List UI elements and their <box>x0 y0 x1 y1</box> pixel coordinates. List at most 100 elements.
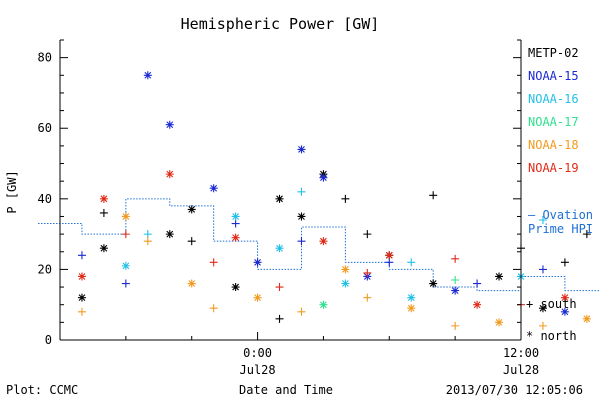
y-tick-label: 60 <box>38 121 52 135</box>
y-tick-label: 80 <box>38 51 52 65</box>
north-point <box>319 300 328 309</box>
south-point <box>407 258 416 267</box>
south-point <box>297 187 306 196</box>
south-point <box>538 265 547 274</box>
north-point <box>341 265 350 274</box>
north-point <box>165 170 174 179</box>
north-point <box>209 184 218 193</box>
south-point <box>582 230 591 239</box>
north-point <box>407 293 416 302</box>
north-point <box>77 293 86 302</box>
north-point <box>297 212 306 221</box>
south-point <box>363 268 372 277</box>
north-point <box>582 314 591 323</box>
south-point <box>473 279 482 288</box>
south-point <box>538 321 547 330</box>
south-point <box>363 230 372 239</box>
north-point <box>297 145 306 154</box>
x-tick-time-label: 0:00 <box>243 346 272 360</box>
north-point <box>341 279 350 288</box>
legend-entry: NOAA-19 <box>528 161 579 175</box>
north-point <box>253 258 262 267</box>
south-point <box>538 216 547 224</box>
north-point <box>187 279 196 288</box>
north-point <box>231 283 240 292</box>
plot-axes: 0204060800:00Jul2812:00Jul280:00Jul2912:… <box>38 39 539 377</box>
series-noaa-18 <box>77 212 591 330</box>
south-point <box>231 219 240 228</box>
north-point <box>253 293 262 302</box>
y-axis-label: P [GW] <box>5 170 19 213</box>
legend-ovation-label: – Ovation <box>528 208 593 222</box>
y-tick-label: 0 <box>45 333 52 347</box>
south-point <box>297 307 306 316</box>
plot-timestamp: 2013/07/30 12:05:06 <box>446 383 583 397</box>
south-point <box>363 293 372 302</box>
south-point <box>209 304 218 313</box>
north-point <box>275 244 284 253</box>
legend-entry: NOAA-15 <box>528 69 579 83</box>
south-point <box>77 251 86 260</box>
x-tick-time-label: 12:00 <box>503 346 539 360</box>
ovation-prime-trace <box>38 198 600 292</box>
south-point <box>385 258 394 267</box>
north-point <box>121 261 130 270</box>
series-noaa-19 <box>77 170 569 309</box>
chart-title: Hemispheric Power [GW] <box>181 15 380 33</box>
north-point <box>231 212 240 221</box>
x-tick-date-label: Jul28 <box>503 363 539 377</box>
south-point <box>143 230 152 239</box>
series-metp-02 <box>77 170 591 323</box>
south-point <box>560 258 569 267</box>
north-point <box>121 212 130 221</box>
north-point <box>99 244 108 253</box>
north-point <box>187 205 196 214</box>
data-points <box>77 71 591 330</box>
y-tick-label: 20 <box>38 262 52 276</box>
south-point <box>121 279 130 288</box>
ovation-prime-line <box>38 198 600 292</box>
north-point <box>429 279 438 288</box>
south-point <box>275 314 284 323</box>
north-point <box>451 286 460 295</box>
north-point <box>319 237 328 246</box>
north-point <box>495 272 504 281</box>
north-point <box>275 194 284 203</box>
north-point <box>165 230 174 239</box>
legend-marker-south: + south <box>526 297 577 311</box>
north-point <box>143 71 152 80</box>
south-point <box>451 276 460 284</box>
north-point <box>385 251 394 260</box>
north-point <box>407 304 416 313</box>
plot-credit: Plot: CCMC <box>6 383 78 397</box>
north-point <box>538 304 547 313</box>
north-point <box>560 307 569 316</box>
south-point <box>429 191 438 200</box>
south-point <box>99 208 108 217</box>
x-axis-label: Date and Time <box>239 383 333 397</box>
south-point <box>209 258 218 267</box>
legend-ovation-label: Prime HPI <box>528 222 593 236</box>
north-point <box>165 120 174 129</box>
south-point <box>121 230 130 239</box>
north-point <box>231 233 240 242</box>
south-point <box>143 237 152 246</box>
north-point <box>99 194 108 203</box>
south-point <box>297 237 306 246</box>
north-point <box>319 173 328 182</box>
series-noaa-15 <box>77 71 569 316</box>
north-point <box>560 293 569 302</box>
south-point <box>77 307 86 316</box>
north-point <box>77 272 86 281</box>
legend-entry: NOAA-16 <box>528 92 579 106</box>
series-noaa-17 <box>319 276 460 309</box>
legend-entry: METP-02 <box>528 46 579 60</box>
legend-marker-north: * north <box>526 329 577 343</box>
south-point <box>451 321 460 330</box>
legend: METP-02 NOAA-15 NOAA-16 NOAA-17 NOAA-18 NOAA-… <box>526 46 593 343</box>
south-point <box>187 237 196 246</box>
legend-entry: NOAA-18 <box>528 138 579 152</box>
legend-entry: NOAA-17 <box>528 115 579 129</box>
south-point <box>341 194 350 203</box>
